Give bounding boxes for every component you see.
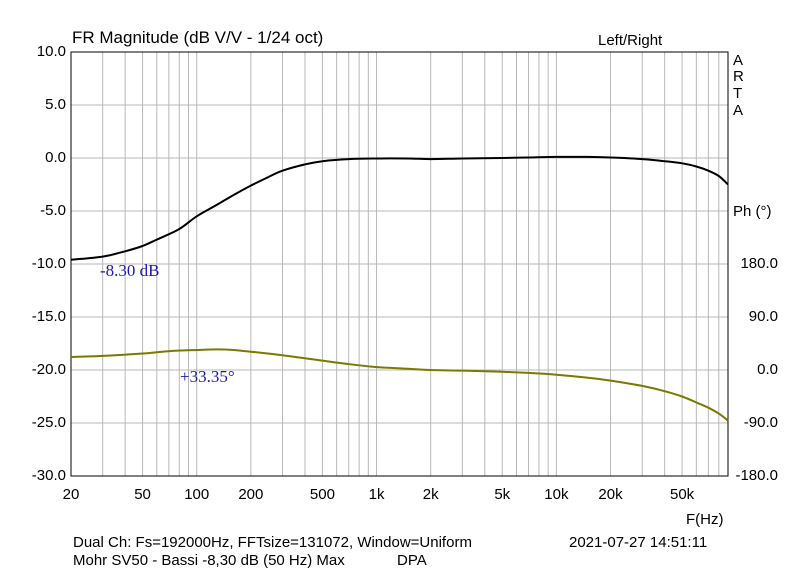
x-tick-label: 100: [184, 486, 210, 503]
y-tick-label: 10.0: [36, 43, 66, 60]
brand-letter-t: T: [733, 85, 743, 102]
magnitude-annotation: -8.30 dB: [100, 261, 160, 280]
x-tick-label: 200: [238, 486, 264, 503]
x-tick-label: 50: [134, 486, 151, 503]
x-tick-label: 50k: [669, 486, 695, 503]
x-tick-label: 20: [62, 486, 80, 503]
x-tick-label: 1k: [368, 486, 385, 503]
y-tick-label: -20.0: [31, 361, 66, 378]
x-tick-label: 500: [309, 486, 335, 503]
x-tick-label: 5k: [494, 486, 511, 503]
x-tick-label: 20k: [598, 486, 623, 503]
y-tick-label: -5.0: [40, 202, 66, 219]
brand-letter-a2: A: [733, 102, 744, 119]
x-tick-label: 2k: [422, 486, 439, 503]
y-tick-label: -10.0: [31, 255, 66, 272]
measurement-settings: Dual Ch: Fs=192000Hz, FFTsize=131072, Wi…: [73, 534, 472, 551]
phase-tick-label: -180.0: [735, 467, 778, 484]
phase-axis-label: Ph (°): [733, 203, 772, 220]
y-tick-label: 0.0: [45, 149, 66, 166]
y-tick-label: -25.0: [31, 414, 66, 431]
magnitude-curve: [70, 155, 729, 261]
measurement-tag: DPA: [397, 552, 427, 569]
phase-tick-label: 0.0: [757, 361, 778, 378]
grid-lines: [71, 52, 728, 476]
y-tick-label: 5.0: [45, 96, 66, 113]
y-tick-label: -30.0: [31, 467, 66, 484]
plot-frame: [70, 51, 729, 477]
phase-tick-label: 180.0: [740, 255, 778, 272]
brand-letter-a1: A: [733, 52, 744, 69]
y-tick-label: -15.0: [31, 308, 66, 325]
phase-tick-label: 90.0: [748, 308, 778, 325]
channel-label: Left/Right: [598, 32, 663, 49]
brand-letter-r: R: [733, 68, 744, 85]
phase-annotation: +33.35°: [180, 367, 235, 386]
x-axis-label: F(Hz): [686, 511, 724, 528]
phase-tick-label: -90.0: [743, 414, 778, 431]
timestamp: 2021-07-27 14:51:11: [569, 534, 708, 551]
x-tick-label: 10k: [544, 486, 569, 503]
data-series: [70, 155, 729, 422]
phase-curve: [70, 348, 729, 422]
measurement-description: Mohr SV50 - Bassi -8,30 dB (50 Hz) Max: [73, 552, 345, 569]
chart-title: FR Magnitude (dB V/V - 1/24 oct): [72, 28, 324, 47]
